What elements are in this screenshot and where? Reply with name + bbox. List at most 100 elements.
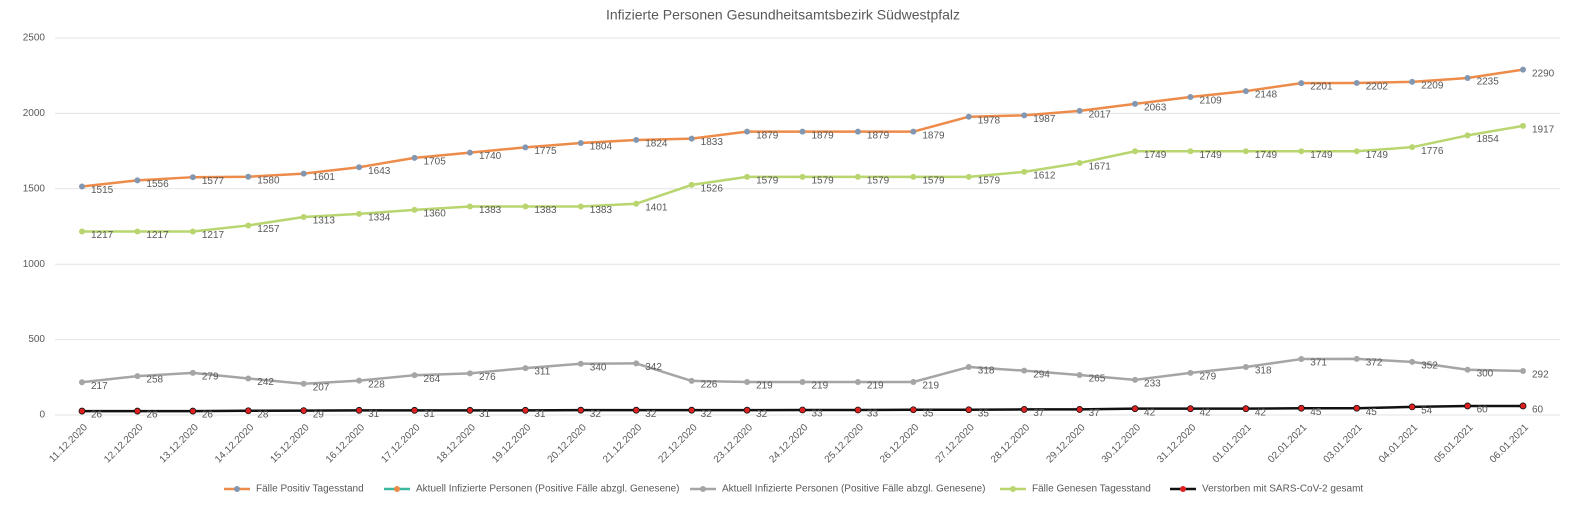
data-point (910, 128, 917, 135)
data-label: 318 (1255, 366, 1272, 377)
x-tick-label: 22.12.2020 (656, 422, 699, 465)
data-point (744, 128, 751, 135)
data-point (799, 173, 806, 180)
data-point (688, 181, 695, 188)
data-point (1298, 356, 1305, 363)
data-label: 2148 (1255, 90, 1278, 101)
data-point (1353, 148, 1360, 155)
data-point (1242, 88, 1249, 95)
x-tick-label: 31.12.2020 (1155, 422, 1198, 465)
x-tick-label: 13.12.2020 (158, 422, 201, 465)
x-tick-label: 23.12.2020 (712, 422, 755, 465)
data-point (965, 364, 972, 371)
x-tick-label: 04.01.2021 (1377, 422, 1420, 465)
data-label: 2201 (1310, 82, 1333, 93)
data-label: 60 (1532, 405, 1544, 416)
data-label: 1749 (1144, 150, 1167, 161)
data-label: 279 (1199, 372, 1216, 383)
legend-marker (234, 486, 240, 492)
x-tick-label: 30.12.2020 (1100, 422, 1143, 465)
data-label: 37 (1089, 408, 1101, 419)
data-point (799, 406, 806, 414)
data-label: 264 (424, 374, 441, 385)
data-point (1519, 402, 1527, 410)
data-label: 2202 (1366, 82, 1389, 93)
data-label: 2063 (1144, 103, 1167, 114)
data-point (633, 360, 640, 367)
data-point (1297, 404, 1305, 412)
data-point (1353, 404, 1361, 412)
data-label: 33 (867, 409, 879, 420)
data-label: 1643 (368, 166, 391, 177)
legend-label: Verstorben mit SARS-CoV-2 gesamt (1202, 484, 1363, 495)
y-tick-label: 1000 (23, 259, 46, 270)
data-point (1132, 376, 1139, 383)
data-point (189, 228, 196, 235)
data-label: 1671 (1089, 162, 1112, 173)
data-label: 1705 (424, 157, 447, 168)
data-point (965, 113, 972, 120)
x-tick-label: 25.12.2020 (823, 422, 866, 465)
data-label: 28 (257, 409, 269, 420)
data-point (910, 378, 917, 385)
data-label: 2109 (1199, 96, 1222, 107)
chart-title: Infizierte Personen Gesundheitsamtsbezir… (606, 7, 960, 23)
data-point (1242, 405, 1250, 413)
data-point (189, 407, 197, 415)
data-label: 60 (1477, 405, 1489, 416)
data-point (1131, 405, 1139, 413)
data-label: 228 (368, 379, 385, 390)
data-point (189, 174, 196, 181)
data-label: 26 (202, 410, 214, 421)
data-point (411, 206, 418, 213)
data-label: 31 (534, 409, 546, 420)
x-tick-label: 14.12.2020 (213, 422, 256, 465)
data-label: 242 (257, 377, 274, 388)
data-label: 279 (202, 372, 219, 383)
data-point (1408, 403, 1416, 411)
data-label: 352 (1421, 361, 1438, 372)
data-label: 1749 (1310, 150, 1333, 161)
data-label: 1556 (146, 179, 169, 190)
data-label: 1879 (867, 130, 890, 141)
x-tick-label: 20.12.2020 (546, 422, 589, 465)
data-label: 1313 (313, 216, 336, 227)
data-point (411, 406, 418, 414)
data-label: 1749 (1366, 150, 1389, 161)
data-point (577, 203, 584, 210)
data-point (1021, 112, 1028, 119)
data-point (854, 406, 862, 414)
legend-label: Aktuell Infizierte Personen (Positive Fä… (416, 484, 679, 495)
x-tick-label: 01.01.2021 (1211, 422, 1254, 465)
data-label: 35 (978, 408, 990, 419)
data-label: 1360 (424, 209, 447, 220)
data-label: 32 (701, 409, 713, 420)
data-point (78, 407, 86, 415)
data-label: 54 (1421, 405, 1433, 416)
data-label: 1383 (590, 205, 613, 216)
data-point (300, 407, 308, 415)
data-label: 42 (1199, 407, 1211, 418)
data-label: 1749 (1255, 150, 1278, 161)
x-tick-label: 21.12.2020 (601, 422, 644, 465)
x-tick-label: 15.12.2020 (269, 422, 312, 465)
data-label: 1515 (91, 185, 114, 196)
data-point (411, 372, 418, 379)
data-label: 26 (91, 410, 103, 421)
legend-label: Fälle Positiv Tagesstand (256, 484, 364, 495)
data-point (1076, 372, 1083, 379)
data-point (1353, 355, 1360, 362)
data-point (1076, 160, 1083, 167)
x-tick-label: 29.12.2020 (1044, 422, 1087, 465)
data-label: 258 (146, 375, 163, 386)
data-point (688, 135, 695, 142)
data-label: 33 (812, 409, 824, 420)
data-label: 265 (1089, 374, 1106, 385)
legend-marker (1180, 486, 1186, 492)
data-point (909, 406, 917, 414)
data-point (1021, 168, 1028, 175)
data-label: 372 (1366, 358, 1383, 369)
x-tick-label: 19.12.2020 (490, 422, 533, 465)
data-label: 207 (313, 382, 330, 393)
data-point (799, 128, 806, 135)
